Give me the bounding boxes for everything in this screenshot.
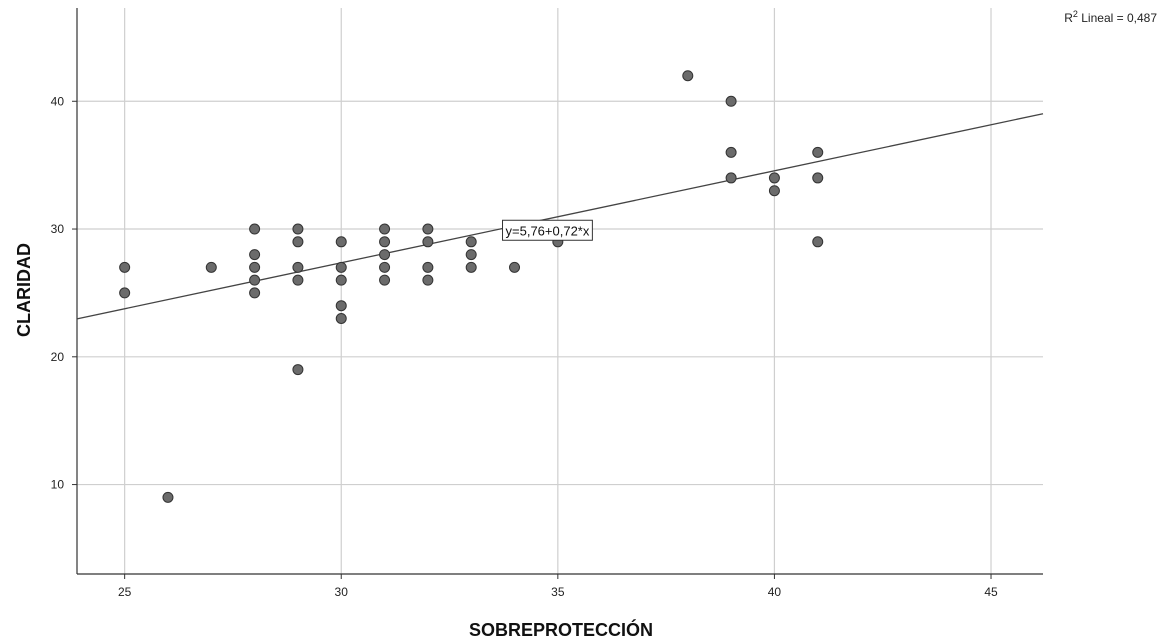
- data-point: [335, 312, 347, 324]
- x-tick-label: 45: [984, 585, 998, 599]
- x-tick-label: 30: [335, 585, 349, 599]
- r-squared-prefix: R: [1064, 11, 1073, 25]
- grid-lines: [77, 8, 1043, 574]
- data-point: [249, 223, 261, 235]
- data-point: [292, 223, 304, 235]
- data-point: [379, 223, 391, 235]
- data-point: [205, 261, 217, 273]
- data-point: [335, 236, 347, 248]
- data-point: [422, 261, 434, 273]
- data-point: [335, 261, 347, 273]
- data-point: [249, 274, 261, 286]
- equation-label-group: y=5,76+0,72*x: [502, 219, 593, 241]
- axes: [72, 8, 1043, 579]
- r-squared-superscript: 2: [1073, 9, 1078, 19]
- data-point: [292, 236, 304, 248]
- y-axis-title: CLARIDAD: [14, 243, 34, 337]
- data-point: [768, 172, 780, 184]
- data-point: [812, 172, 824, 184]
- data-point: [292, 274, 304, 286]
- regression-line: [76, 113, 1044, 320]
- data-point: [768, 185, 780, 197]
- data-point: [162, 491, 174, 503]
- data-point: [422, 274, 434, 286]
- data-point: [119, 287, 131, 299]
- data-point: [725, 172, 737, 184]
- data-point: [465, 261, 477, 273]
- data-point: [725, 146, 737, 158]
- regression-line-group: [76, 113, 1044, 320]
- y-tick-label: 10: [51, 478, 65, 492]
- data-point: [422, 236, 434, 248]
- data-point: [422, 223, 434, 235]
- data-point: [119, 261, 131, 273]
- x-tick-label: 25: [118, 585, 132, 599]
- y-tick-label: 20: [51, 350, 65, 364]
- tick-labels: 25 30 35 40 45 10 20 30 40: [51, 94, 998, 599]
- data-point: [509, 261, 521, 273]
- data-point: [379, 236, 391, 248]
- equation-label: y=5,76+0,72*x: [506, 223, 590, 238]
- data-point: [465, 249, 477, 261]
- y-tick-label: 40: [51, 94, 65, 108]
- data-point: [292, 261, 304, 273]
- x-tick-label: 35: [551, 585, 565, 599]
- data-point: [682, 70, 694, 82]
- r-squared-label: R2 Lineal = 0,487: [1064, 9, 1157, 25]
- data-points: [119, 70, 824, 503]
- data-point: [335, 300, 347, 312]
- data-point: [249, 249, 261, 261]
- x-tick-label: 40: [768, 585, 782, 599]
- y-tick-label: 30: [51, 222, 65, 236]
- data-point: [292, 364, 304, 376]
- equation-label-box: [502, 219, 593, 241]
- data-point: [249, 261, 261, 273]
- data-point: [812, 146, 824, 158]
- data-point: [812, 236, 824, 248]
- data-point: [335, 274, 347, 286]
- data-point: [379, 249, 391, 261]
- data-point: [379, 261, 391, 273]
- data-point: [249, 287, 261, 299]
- data-point: [465, 236, 477, 248]
- r-squared-text: Lineal = 0,487: [1078, 11, 1157, 25]
- data-point: [725, 95, 737, 107]
- data-point: [379, 274, 391, 286]
- x-axis-title: SOBREPROTECCIÓN: [469, 619, 653, 640]
